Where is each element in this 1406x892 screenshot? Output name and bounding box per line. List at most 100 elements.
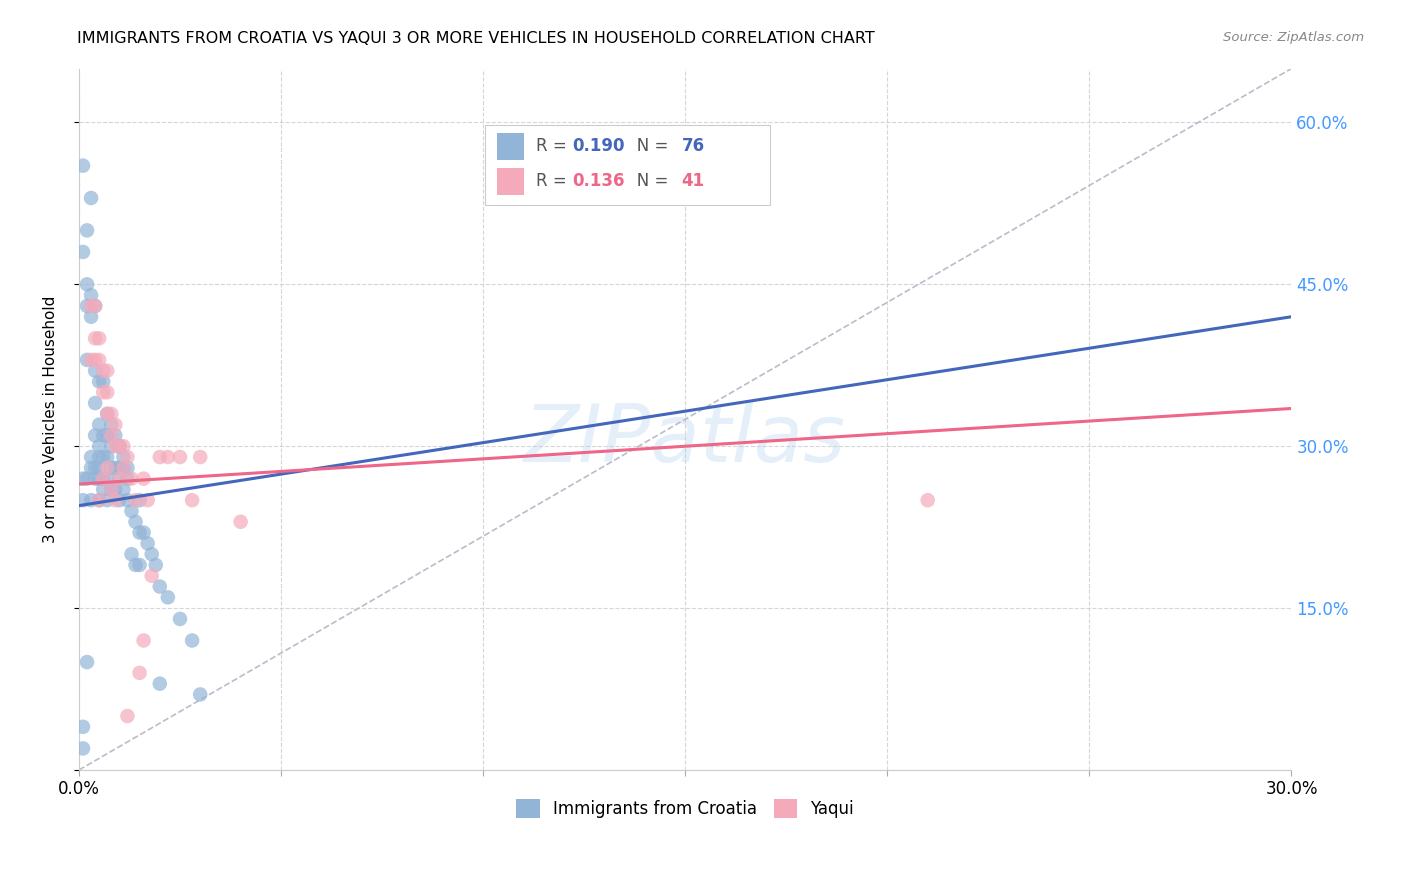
Point: [104, 483, 127, 497]
Text: N =: N =: [621, 137, 673, 155]
Point: [72, 472, 94, 486]
Text: 41: 41: [682, 172, 704, 191]
Point: [84, 299, 107, 313]
Point: [91, 375, 114, 389]
Point: [96, 385, 118, 400]
Point: [112, 460, 135, 475]
Point: [91, 483, 114, 497]
Point: [89, 417, 111, 432]
Point: [84, 460, 107, 475]
Point: [117, 709, 139, 723]
Point: [84, 396, 107, 410]
Point: [108, 439, 131, 453]
Point: [89, 450, 111, 464]
Point: [104, 493, 127, 508]
Point: [89, 472, 111, 486]
Point: [76, 223, 98, 237]
Text: R =: R =: [536, 137, 572, 155]
Point: [229, 515, 252, 529]
Point: [104, 460, 127, 475]
Point: [141, 568, 163, 582]
Point: [100, 439, 122, 453]
Text: Source: ZipAtlas.com: Source: ZipAtlas.com: [1223, 31, 1364, 45]
Point: [149, 676, 172, 690]
Point: [84, 472, 107, 486]
Point: [72, 244, 94, 259]
Text: 76: 76: [682, 137, 704, 155]
Point: [80, 299, 103, 313]
Point: [96, 428, 118, 442]
Point: [169, 612, 191, 626]
Point: [149, 450, 172, 464]
Point: [132, 525, 155, 540]
Point: [89, 375, 111, 389]
Point: [181, 633, 204, 648]
Point: [91, 428, 114, 442]
Point: [104, 439, 127, 453]
Point: [136, 536, 159, 550]
Point: [84, 352, 107, 367]
Point: [169, 450, 191, 464]
Point: [72, 493, 94, 508]
Point: [89, 460, 111, 475]
Point: [132, 633, 155, 648]
Point: [156, 450, 179, 464]
Text: 0.136: 0.136: [572, 172, 624, 191]
Bar: [498, 168, 524, 194]
Point: [181, 493, 204, 508]
Point: [112, 439, 135, 453]
Point: [128, 493, 150, 508]
Point: [96, 493, 118, 508]
Point: [80, 352, 103, 367]
Point: [117, 450, 139, 464]
Point: [76, 299, 98, 313]
Point: [89, 493, 111, 508]
Point: [121, 472, 143, 486]
Bar: [498, 133, 524, 160]
Point: [96, 460, 118, 475]
Text: IMMIGRANTS FROM CROATIA VS YAQUI 3 OR MORE VEHICLES IN HOUSEHOLD CORRELATION CHA: IMMIGRANTS FROM CROATIA VS YAQUI 3 OR MO…: [77, 31, 875, 46]
Text: ZIPatlas: ZIPatlas: [524, 401, 846, 479]
Point: [108, 439, 131, 453]
Point: [128, 558, 150, 572]
Point: [112, 450, 135, 464]
Point: [124, 515, 146, 529]
Point: [112, 483, 135, 497]
Point: [84, 364, 107, 378]
Point: [917, 493, 939, 508]
Point: [117, 493, 139, 508]
Point: [89, 439, 111, 453]
Point: [80, 450, 103, 464]
Point: [100, 428, 122, 442]
Text: 0.190: 0.190: [572, 137, 624, 155]
Point: [124, 493, 146, 508]
Point: [76, 352, 98, 367]
Point: [108, 460, 131, 475]
Point: [145, 558, 167, 572]
Point: [141, 547, 163, 561]
Point: [188, 688, 211, 702]
Point: [96, 450, 118, 464]
Point: [91, 472, 114, 486]
Point: [89, 352, 111, 367]
Point: [128, 525, 150, 540]
Point: [121, 504, 143, 518]
Point: [80, 493, 103, 508]
Point: [91, 385, 114, 400]
Point: [149, 580, 172, 594]
Point: [108, 493, 131, 508]
Point: [91, 364, 114, 378]
Legend: Immigrants from Croatia, Yaqui: Immigrants from Croatia, Yaqui: [510, 792, 860, 825]
Point: [112, 460, 135, 475]
Point: [121, 547, 143, 561]
Point: [188, 450, 211, 464]
Point: [76, 277, 98, 292]
Point: [96, 407, 118, 421]
Point: [84, 428, 107, 442]
Point: [72, 720, 94, 734]
Point: [100, 417, 122, 432]
Y-axis label: 3 or more Vehicles in Household: 3 or more Vehicles in Household: [44, 295, 58, 543]
Text: R =: R =: [536, 172, 572, 191]
Point: [80, 310, 103, 324]
Point: [84, 299, 107, 313]
